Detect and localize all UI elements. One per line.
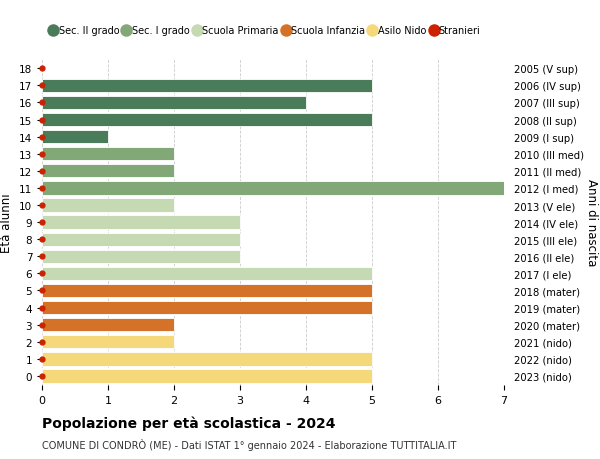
Bar xyxy=(42,250,240,263)
Bar xyxy=(42,284,372,297)
Bar xyxy=(42,96,306,110)
Bar xyxy=(42,336,174,349)
Bar xyxy=(42,353,372,366)
Bar xyxy=(42,199,174,212)
Bar xyxy=(42,267,372,280)
Text: Popolazione per età scolastica - 2024: Popolazione per età scolastica - 2024 xyxy=(42,415,335,430)
Bar xyxy=(42,79,372,93)
Bar xyxy=(42,148,174,161)
Bar xyxy=(42,165,174,178)
Y-axis label: Anni di nascita: Anni di nascita xyxy=(584,179,598,266)
Y-axis label: Età alunni: Età alunni xyxy=(1,193,13,252)
Bar xyxy=(42,113,372,127)
Bar xyxy=(42,301,372,314)
Legend: Sec. II grado, Sec. I grado, Scuola Primaria, Scuola Infanzia, Asilo Nido, Stran: Sec. II grado, Sec. I grado, Scuola Prim… xyxy=(47,22,484,40)
Bar xyxy=(42,216,240,229)
Bar xyxy=(42,131,108,144)
Text: COMUNE DI CONDRÒ (ME) - Dati ISTAT 1° gennaio 2024 - Elaborazione TUTTITALIA.IT: COMUNE DI CONDRÒ (ME) - Dati ISTAT 1° ge… xyxy=(42,438,457,450)
Bar xyxy=(42,319,174,332)
Bar xyxy=(42,233,240,246)
Bar xyxy=(42,182,504,195)
Bar xyxy=(42,369,372,383)
